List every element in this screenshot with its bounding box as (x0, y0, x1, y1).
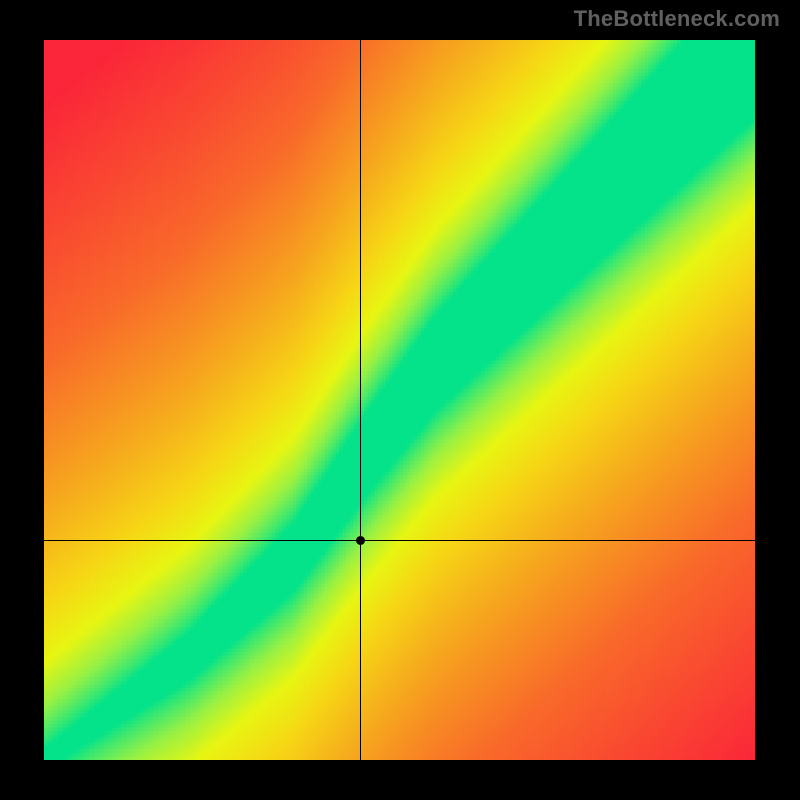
crosshair-vertical (360, 40, 361, 760)
crosshair-horizontal (44, 540, 755, 541)
heatmap-canvas (44, 40, 755, 760)
attribution-label: TheBottleneck.com (574, 6, 780, 32)
bottleneck-heatmap (44, 40, 755, 760)
selection-marker[interactable] (356, 536, 365, 545)
